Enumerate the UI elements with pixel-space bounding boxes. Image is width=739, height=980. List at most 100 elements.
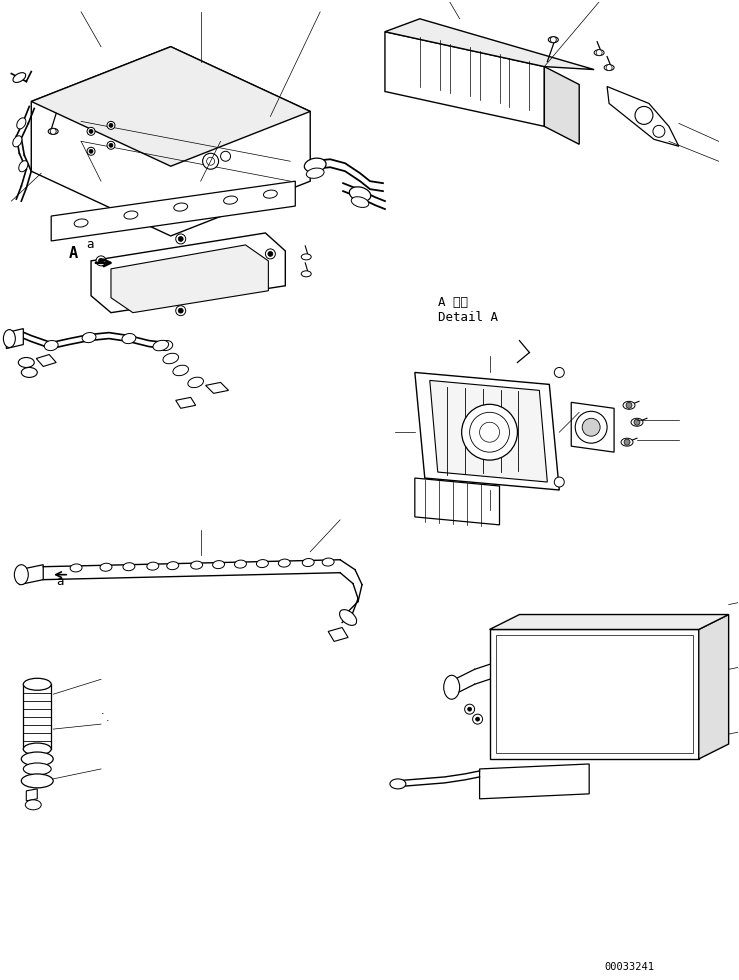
Ellipse shape: [213, 561, 225, 568]
Ellipse shape: [304, 158, 326, 172]
Ellipse shape: [74, 219, 88, 227]
Circle shape: [87, 127, 95, 135]
Ellipse shape: [351, 197, 369, 208]
Circle shape: [624, 439, 630, 445]
Circle shape: [89, 129, 93, 133]
Circle shape: [178, 308, 183, 314]
Circle shape: [476, 717, 480, 721]
Circle shape: [635, 107, 653, 124]
Circle shape: [575, 412, 607, 443]
Ellipse shape: [279, 559, 290, 567]
Circle shape: [634, 419, 640, 425]
Polygon shape: [328, 627, 348, 642]
Ellipse shape: [123, 563, 135, 570]
Ellipse shape: [167, 562, 179, 569]
Ellipse shape: [548, 36, 558, 43]
Circle shape: [268, 252, 273, 257]
Circle shape: [480, 422, 500, 442]
Ellipse shape: [44, 340, 58, 351]
Circle shape: [98, 259, 103, 264]
Ellipse shape: [322, 558, 334, 566]
Circle shape: [176, 306, 185, 316]
Ellipse shape: [443, 675, 460, 699]
Ellipse shape: [234, 561, 246, 568]
Text: .: .: [106, 713, 109, 723]
Circle shape: [107, 122, 115, 129]
Ellipse shape: [307, 168, 324, 178]
Ellipse shape: [18, 358, 34, 368]
Ellipse shape: [188, 377, 203, 388]
Ellipse shape: [339, 610, 357, 625]
Ellipse shape: [17, 118, 26, 129]
Polygon shape: [480, 764, 589, 799]
Circle shape: [265, 249, 276, 259]
Polygon shape: [31, 47, 310, 236]
Polygon shape: [496, 635, 692, 753]
Circle shape: [176, 234, 185, 244]
Ellipse shape: [18, 161, 28, 171]
Ellipse shape: [82, 332, 96, 343]
Ellipse shape: [24, 678, 51, 690]
Ellipse shape: [4, 329, 16, 348]
Ellipse shape: [191, 562, 202, 569]
Text: a: a: [86, 238, 94, 251]
Ellipse shape: [594, 50, 604, 56]
Circle shape: [178, 236, 183, 241]
Circle shape: [554, 477, 565, 487]
Ellipse shape: [48, 128, 58, 134]
Ellipse shape: [302, 559, 314, 566]
Ellipse shape: [350, 187, 371, 202]
Ellipse shape: [159, 340, 173, 351]
Text: A: A: [69, 246, 78, 261]
Circle shape: [554, 368, 565, 377]
Polygon shape: [571, 403, 614, 452]
Ellipse shape: [14, 564, 28, 585]
Polygon shape: [489, 614, 729, 629]
Circle shape: [109, 123, 113, 127]
Polygon shape: [385, 19, 594, 70]
Ellipse shape: [70, 564, 82, 572]
Circle shape: [465, 705, 474, 714]
Ellipse shape: [631, 418, 643, 426]
Ellipse shape: [163, 353, 179, 364]
Polygon shape: [489, 629, 699, 759]
Ellipse shape: [21, 368, 37, 377]
Circle shape: [462, 405, 517, 461]
Polygon shape: [176, 397, 196, 409]
Circle shape: [468, 708, 471, 711]
Circle shape: [96, 256, 106, 266]
Polygon shape: [415, 478, 500, 525]
Polygon shape: [699, 614, 729, 759]
Ellipse shape: [153, 340, 168, 351]
Polygon shape: [27, 789, 37, 801]
Text: A 詳細: A 詳細: [437, 296, 468, 309]
Text: Detail A: Detail A: [437, 311, 498, 323]
Polygon shape: [415, 372, 559, 490]
Ellipse shape: [173, 366, 188, 375]
Circle shape: [207, 157, 214, 166]
Ellipse shape: [302, 270, 311, 276]
Polygon shape: [7, 328, 24, 349]
Ellipse shape: [621, 438, 633, 446]
Circle shape: [626, 403, 632, 409]
Circle shape: [551, 36, 556, 43]
Circle shape: [220, 151, 231, 162]
Ellipse shape: [13, 136, 22, 147]
Text: .: .: [101, 707, 105, 716]
Polygon shape: [385, 31, 545, 126]
Circle shape: [469, 413, 509, 452]
Ellipse shape: [263, 190, 277, 198]
Ellipse shape: [21, 774, 53, 788]
Ellipse shape: [256, 560, 268, 567]
Ellipse shape: [623, 402, 635, 410]
Ellipse shape: [24, 763, 51, 775]
Polygon shape: [545, 67, 579, 144]
Circle shape: [606, 65, 612, 71]
Ellipse shape: [174, 203, 188, 211]
Polygon shape: [31, 47, 310, 167]
Ellipse shape: [147, 563, 159, 570]
Circle shape: [653, 125, 665, 137]
Polygon shape: [36, 355, 56, 367]
Circle shape: [87, 147, 95, 155]
Ellipse shape: [25, 800, 41, 809]
